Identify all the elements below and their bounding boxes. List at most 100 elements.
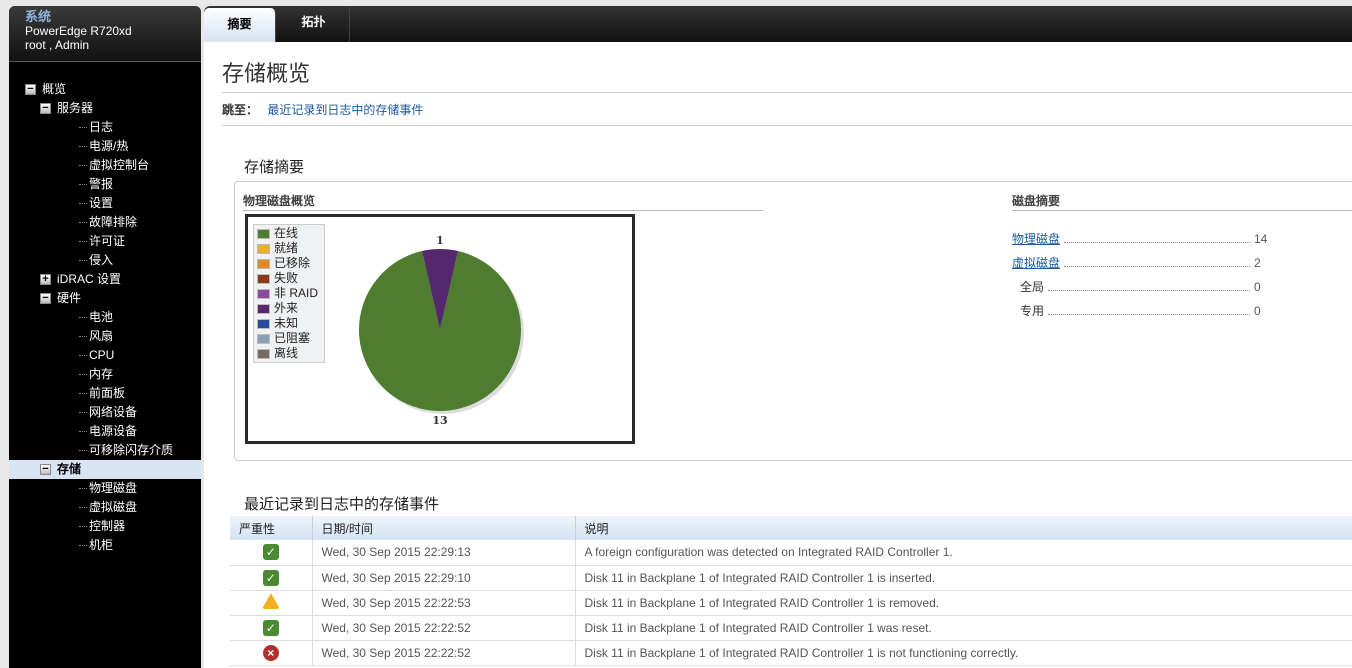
tree-item[interactable]: − 硬件 [40, 289, 81, 308]
collapse-icon[interactable]: − [40, 293, 51, 305]
events-title: 最近记录到日志中的存储事件 [244, 496, 440, 513]
tree-item-label: 存储 [57, 462, 82, 476]
tree-item-label: iDRAC 设置 [57, 272, 122, 286]
tree-item[interactable]: 设置 [79, 194, 113, 213]
severity-cell [230, 590, 313, 616]
legend-swatch [257, 318, 270, 329]
system-label[interactable]: 系统 [25, 9, 52, 24]
legend-label: 外来 [274, 301, 299, 315]
legend-swatch [257, 273, 270, 284]
col-severity[interactable]: 严重性 [230, 516, 313, 540]
disk-summary-value: 2 [1254, 256, 1261, 270]
tree-item[interactable]: 侵入 [79, 251, 113, 270]
tab-summary[interactable]: 摘要 [204, 8, 276, 42]
legend-item: 外来 [257, 301, 321, 316]
tree-item[interactable]: 物理磁盘 [79, 479, 137, 498]
tree-item-label: 许可证 [89, 234, 126, 248]
tree-item[interactable]: − 概览 [25, 80, 66, 99]
legend-label: 未知 [274, 316, 299, 330]
disk-summary-row: 全局 0 [1020, 278, 1274, 294]
tree-line [79, 488, 87, 490]
table-row: ✓ Wed, 30 Sep 2015 22:29:10 Disk 11 in Bac… [230, 565, 1352, 591]
tree-item[interactable]: 电池 [79, 308, 113, 327]
tab-topology[interactable]: 拓扑 [278, 6, 350, 42]
tree-item-label: 前面板 [89, 386, 126, 400]
collapse-icon[interactable]: − [25, 84, 36, 96]
tree-item-label: 可移除闪存介质 [89, 443, 174, 457]
tree-item-label: 日志 [89, 120, 114, 134]
tree-item-label: 控制器 [89, 519, 126, 533]
description-cell: Disk 11 in Backplane 1 of Integrated RAI… [575, 640, 1352, 666]
tree-item[interactable]: 风扇 [79, 327, 113, 346]
tree-item[interactable]: + iDRAC 设置 [40, 270, 121, 289]
tree-line [79, 241, 87, 243]
tree-line [79, 431, 87, 433]
legend-swatch [257, 288, 270, 299]
main-panel: 摘要 拓扑 存储概览 跳至： 最近记录到日志中的存储事件 存储摘要 物理磁盘概览… [204, 6, 1352, 668]
tree-item[interactable]: 日志 [79, 118, 113, 137]
ok-check-icon: ✓ [262, 569, 279, 586]
tree-item[interactable]: 电源/热 [79, 137, 128, 156]
tree-item[interactable]: 网络设备 [79, 403, 137, 422]
tree-item[interactable]: 内存 [79, 365, 113, 384]
legend-item: 非 RAID [257, 286, 321, 301]
datetime-cell: Wed, 30 Sep 2015 22:22:53 [312, 590, 576, 616]
tree-item-label: 网络设备 [89, 405, 138, 419]
tree-item[interactable]: 电源设备 [79, 422, 137, 441]
disk-summary-label[interactable]: 虚拟磁盘 [1012, 256, 1061, 270]
legend-label: 在线 [274, 226, 299, 240]
tree-item[interactable]: 故障排除 [79, 213, 137, 232]
tree-item[interactable]: 前面板 [79, 384, 125, 403]
tree-item[interactable]: 警报 [79, 175, 113, 194]
disk-summary-label: 专用 [1020, 304, 1045, 318]
ok-check-icon: ✓ [262, 619, 279, 636]
tree-item-label: 机柜 [89, 538, 114, 552]
description-cell: Disk 11 in Backplane 1 of Integrated RAI… [575, 615, 1352, 641]
tree-item[interactable]: − 存储 [9, 460, 201, 479]
tree-item[interactable]: 可移除闪存介质 [79, 441, 173, 460]
tree-line [79, 165, 87, 167]
disk-summary-label[interactable]: 物理磁盘 [1012, 232, 1061, 246]
collapse-icon[interactable]: − [40, 103, 51, 115]
pie-slice[interactable] [359, 251, 521, 411]
tree-item[interactable]: 虚拟磁盘 [79, 498, 137, 517]
legend-label: 已阻塞 [274, 331, 311, 345]
severity-cell: ✓ [230, 540, 313, 566]
tab-bar: 摘要 拓扑 [204, 6, 1352, 42]
legend-swatch [257, 258, 270, 269]
legend-item: 失败 [257, 271, 321, 286]
disk-summary-row: 物理磁盘 14 [1012, 230, 1274, 246]
expand-icon[interactable]: + [40, 274, 51, 286]
tree-item-label: 风扇 [89, 329, 114, 343]
legend-swatch [257, 228, 270, 239]
legend-item: 就绪 [257, 241, 321, 256]
tree-item-label: 侵入 [89, 253, 114, 267]
tree-line [79, 127, 87, 129]
col-description[interactable]: 说明 [575, 516, 1352, 540]
page-title: 存储概览 [222, 61, 311, 86]
tree-item-label: 警报 [89, 177, 114, 191]
datetime-cell: Wed, 30 Sep 2015 22:29:10 [312, 565, 576, 591]
tree-item[interactable]: 许可证 [79, 232, 125, 251]
tree-item[interactable]: 控制器 [79, 517, 125, 536]
tree-item[interactable]: 虚拟控制台 [79, 156, 149, 175]
tree-item-label: 服务器 [57, 101, 94, 115]
legend-swatch [257, 303, 270, 314]
disk-summary-row: 专用 0 [1020, 302, 1274, 318]
tree-item-label: CPU [89, 348, 115, 362]
pie-slice[interactable] [421, 249, 459, 330]
jump-link-events[interactable]: 最近记录到日志中的存储事件 [267, 103, 424, 117]
datetime-cell: Wed, 30 Sep 2015 22:29:13 [312, 540, 576, 566]
tree-item-label: 物理磁盘 [89, 481, 138, 495]
jump-to: 跳至： 最近记录到日志中的存储事件 [222, 101, 423, 118]
chart-legend: 在线 就绪 已移除 失败非 RAID 外来 未知 已阻塞 离线 [253, 224, 325, 363]
tree-item[interactable]: − 服务器 [40, 99, 93, 118]
tree-line [79, 393, 87, 395]
tree-item[interactable]: 机柜 [79, 536, 113, 555]
tree-line [79, 317, 87, 319]
events-table: 严重性 日期/时间 说明 ✓ Wed, 30 Sep 2015 22:29:13 A… [230, 516, 1352, 666]
collapse-icon[interactable]: − [40, 464, 51, 476]
col-datetime[interactable]: 日期/时间 [312, 516, 576, 540]
tree-item[interactable]: CPU [79, 346, 114, 365]
tree-item-label: 电源设备 [89, 424, 138, 438]
